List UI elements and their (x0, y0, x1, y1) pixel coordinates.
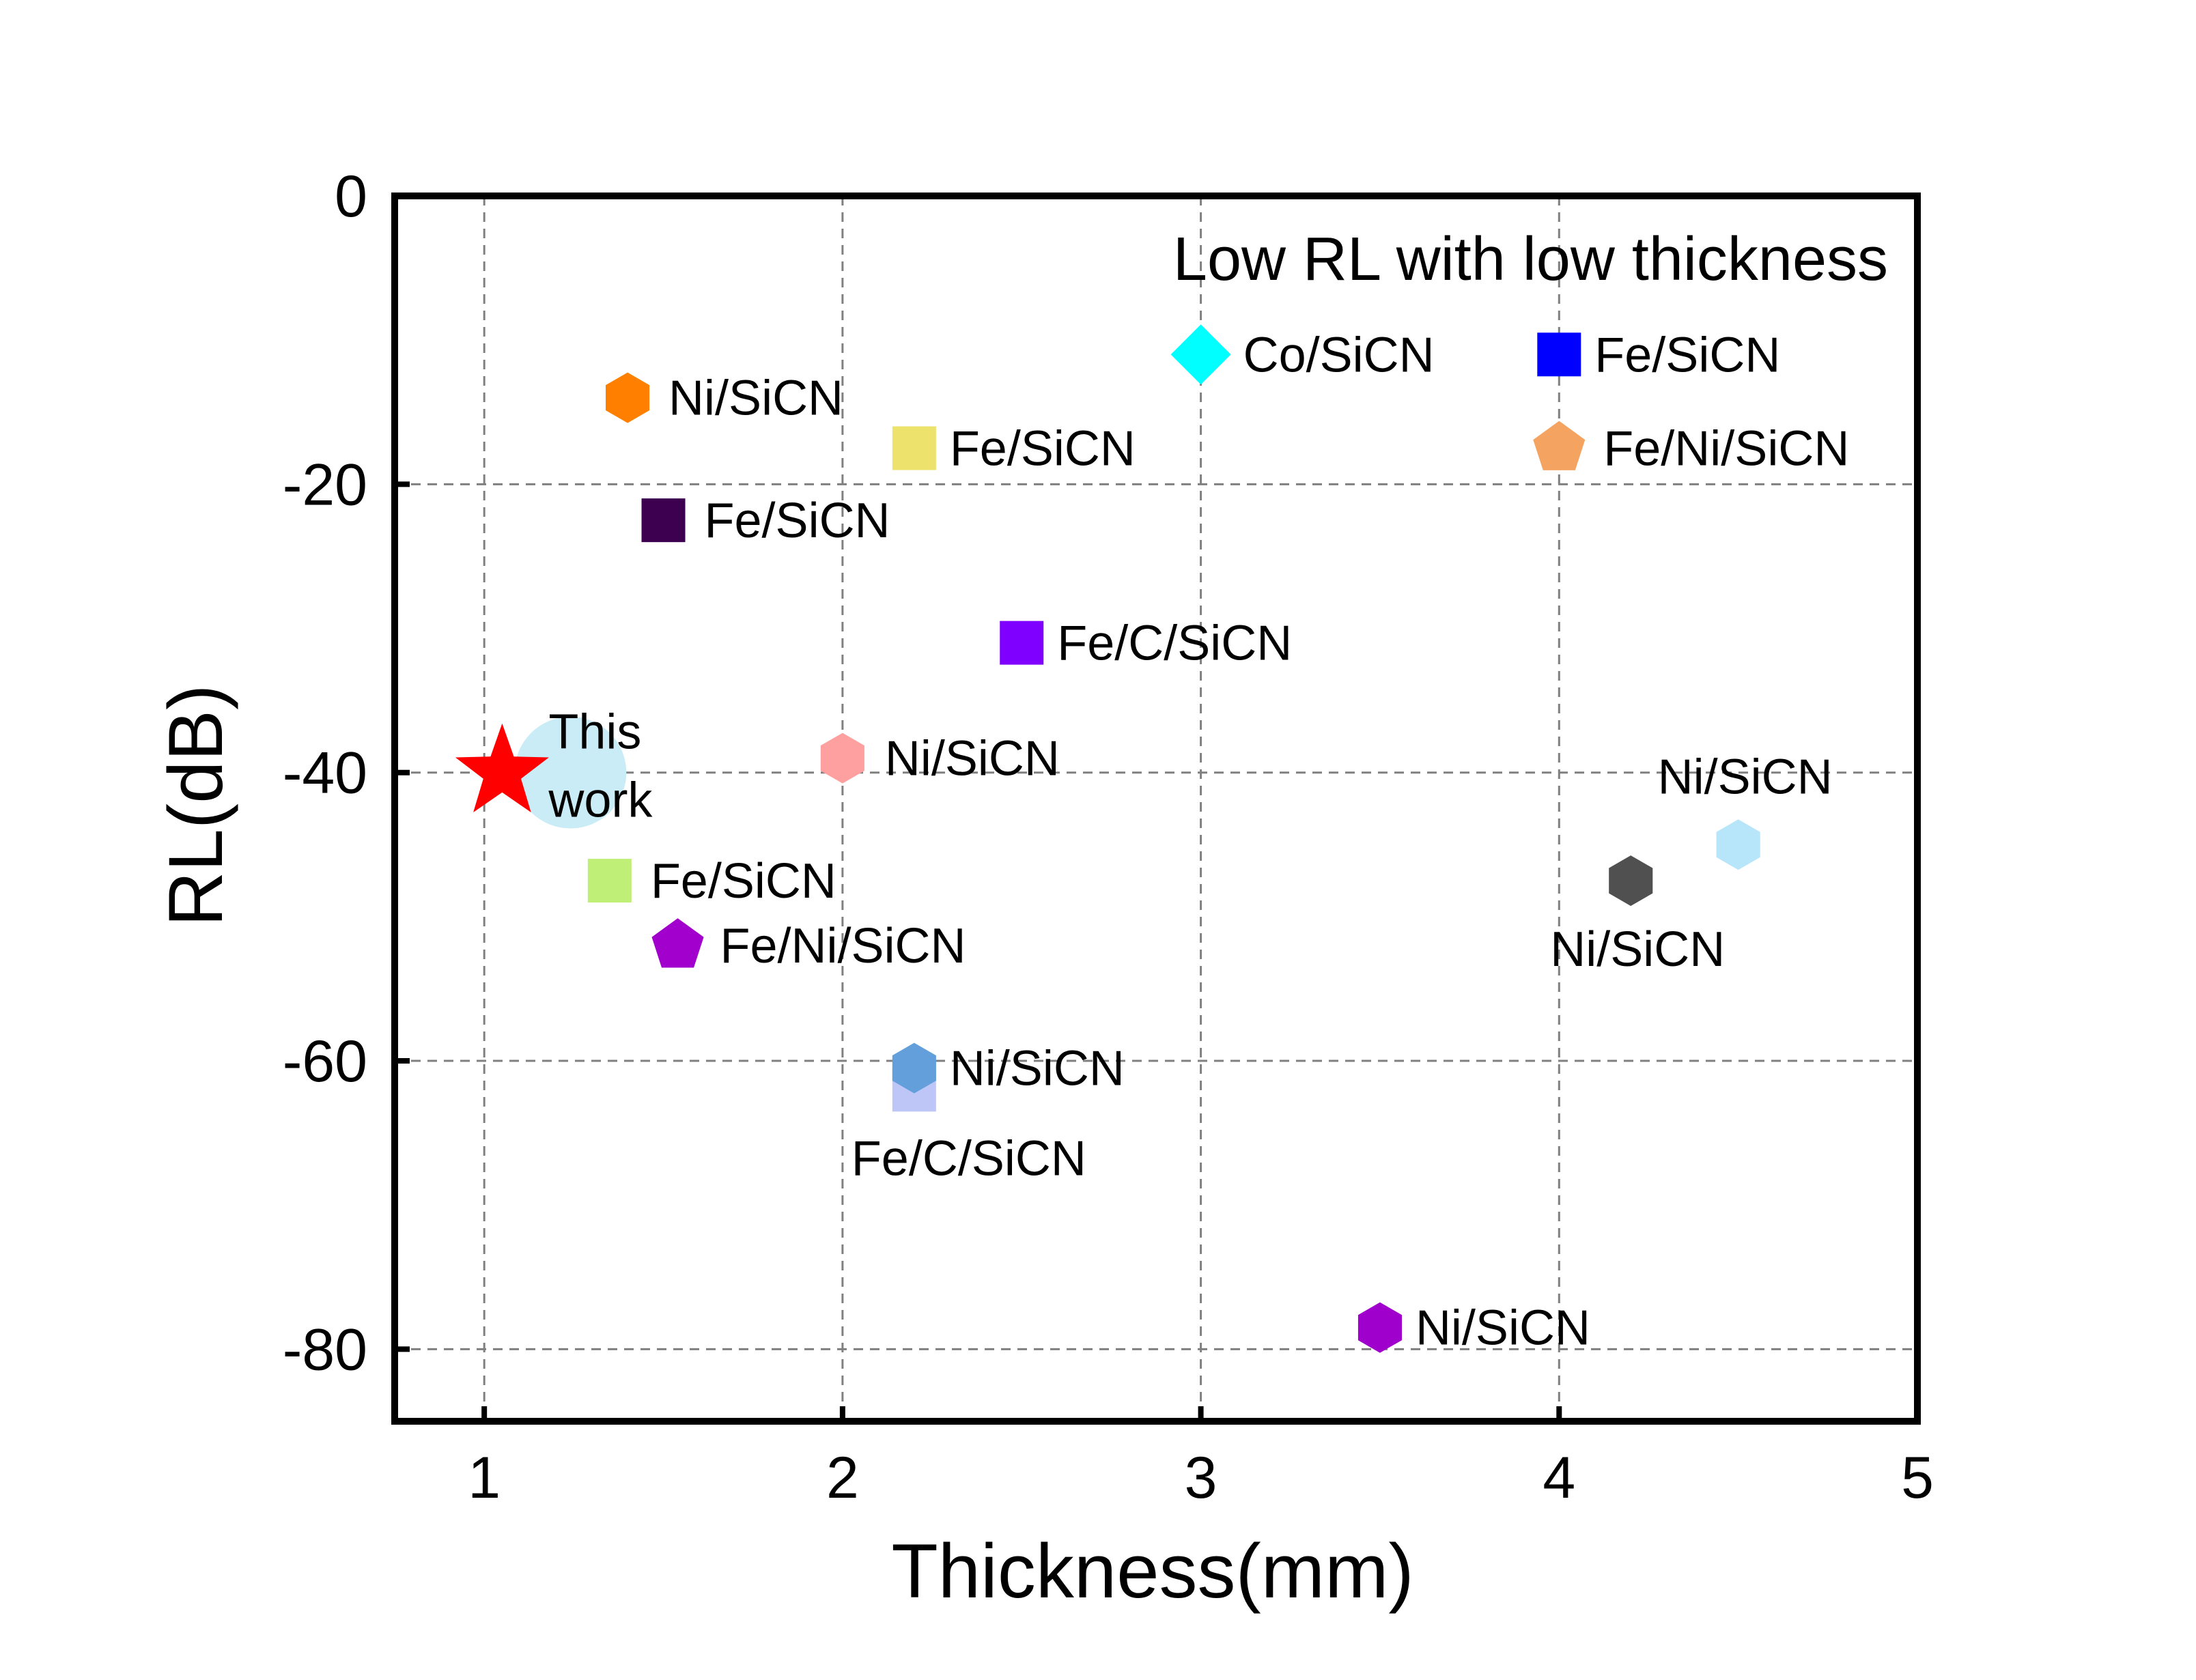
point-label-this-work: work (548, 773, 653, 828)
point-label: Fe/Ni/SiCN (720, 919, 966, 973)
hexagon-marker (892, 1042, 936, 1094)
y-tick-label: 0 (335, 164, 367, 229)
square-marker (1000, 621, 1044, 665)
hexagon-marker (1609, 855, 1653, 907)
point-label: Ni/SiCN (668, 371, 843, 426)
x-tick-label: 2 (826, 1445, 859, 1511)
y-tick-label: -20 (283, 452, 367, 517)
point-label: Ni/SiCN (1550, 922, 1725, 977)
star-marker (455, 723, 549, 812)
pentagon-marker (1533, 421, 1586, 470)
y-tick-label: -80 (283, 1317, 367, 1382)
square-marker (1537, 332, 1581, 377)
point-labels: This work Ni/SiCN Fe/SiCN Fe/SiCN Fe/Ni/SiCN F… (548, 328, 1849, 1355)
grid-lines (395, 196, 1917, 1421)
hexagon-marker (820, 732, 864, 784)
data-markers (455, 324, 1760, 1353)
x-tick-label: 4 (1543, 1445, 1575, 1511)
axis-ticks: 1 2 3 4 5 0 -20 -40 -60 -80 (283, 164, 1934, 1511)
point-label: Ni/SiCN (950, 1042, 1125, 1096)
point-label: Fe/SiCN (950, 422, 1136, 476)
highlight-circle (514, 716, 627, 829)
x-tick-label: 5 (1901, 1445, 1934, 1511)
x-tick-label: 1 (468, 1445, 501, 1511)
diamond-marker (1170, 324, 1231, 385)
hexagon-marker (1716, 819, 1760, 870)
plot-frame (391, 193, 1921, 1425)
point-label: Co/SiCN (1243, 328, 1435, 382)
point-label-this-work: This (548, 705, 641, 760)
square-marker (641, 498, 686, 543)
point-label: Ni/SiCN (1416, 1301, 1590, 1356)
y-tick-label: -60 (283, 1029, 367, 1094)
y-tick-label: -40 (283, 741, 367, 806)
x-axis-label: Thickness(mm) (891, 1528, 1413, 1614)
square-marker (892, 426, 936, 470)
point-label: Fe/C/SiCN (1057, 616, 1292, 671)
point-label: Ni/SiCN (885, 732, 1060, 786)
point-label: Fe/C/SiCN (851, 1131, 1086, 1186)
point-label: Fe/SiCN (1594, 328, 1780, 382)
point-label: Fe/Ni/SiCN (1603, 422, 1849, 476)
point-label: Fe/SiCN (705, 494, 890, 548)
square-marker (587, 859, 632, 903)
y-axis-label: RL(dB) (153, 685, 238, 927)
hexagon-marker (606, 372, 650, 423)
chart-annotation: Low RL with low thickness (1173, 225, 1888, 294)
point-label: Fe/SiCN (651, 854, 836, 909)
x-tick-label: 3 (1185, 1445, 1217, 1511)
point-label: Ni/SiCN (1658, 750, 1833, 804)
hexagon-marker (1357, 1302, 1402, 1353)
pentagon-marker (651, 918, 704, 968)
